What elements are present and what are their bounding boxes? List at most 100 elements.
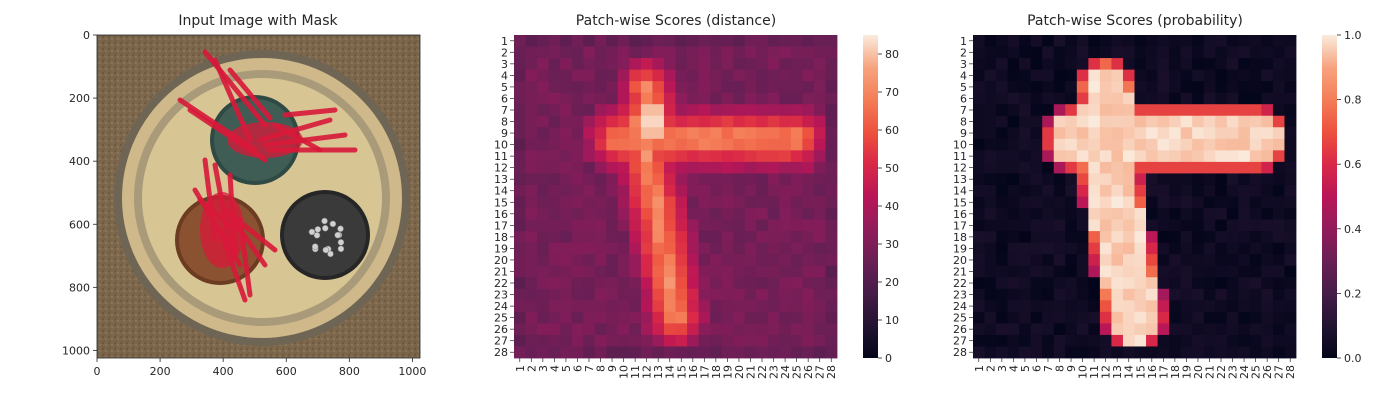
heatmap-cell [675,208,688,220]
heatmap-cell [1169,231,1182,244]
heatmap-cell [652,288,665,301]
heatmap-cell [767,138,780,151]
heatmap-cell [744,104,757,117]
probability-col-labels: 1234567891011121314151617181920212223242… [973,358,1297,379]
heatmap-cell [710,300,723,313]
col-tick-label: 23 [768,365,781,379]
heatmap-cell [663,265,676,278]
heatmap-cell [560,311,573,324]
heatmap-cell [1146,150,1158,163]
heatmap-cell [1134,173,1147,186]
heatmap-cell [756,254,769,267]
heatmap-cell [1284,184,1297,197]
col-tick-label: 22 [1215,365,1228,379]
heatmap-cell [571,58,584,71]
heatmap-cell [687,35,699,47]
heatmap-cell [744,58,757,71]
wire-strand [337,225,344,232]
heatmap-cell [1203,196,1216,209]
heatmap-cell [721,35,734,47]
heatmap-cell [733,69,746,82]
probability-heatmap [973,35,1297,359]
heatmap-cell [756,265,769,278]
heatmap-cell [813,115,826,128]
heatmap-cell [1146,127,1158,140]
heatmap-cell [514,208,526,220]
heatmap-cell [663,161,676,174]
heatmap-cell [1042,254,1055,267]
heatmap-cell [1146,173,1158,186]
heatmap-cell [594,173,607,186]
heatmap-cell [1192,138,1205,151]
heatmap-cell [571,254,584,267]
heatmap-cell [560,104,573,117]
heatmap-cell [583,58,596,71]
heatmap-cell [687,161,699,174]
heatmap-cell [790,81,803,94]
heatmap-cell [973,277,985,290]
heatmap-cell [1007,115,1020,128]
heatmap-cell [675,219,688,232]
heatmap-cell [1226,69,1239,82]
heatmap-cell [756,58,769,71]
heatmap-cell [1238,104,1251,117]
heatmap-cell [1042,311,1055,324]
heatmap-cell [1053,288,1066,301]
heatmap-cell [710,277,723,290]
heatmap-cell [973,323,985,336]
heatmap-cell [583,161,596,174]
heatmap-cell [1122,46,1135,59]
heatmap-cell [1053,69,1066,82]
heatmap-cell [1157,115,1170,128]
heatmap-cell [1122,300,1135,313]
heatmap-cell [1122,242,1135,255]
row-tick-label: 24 [953,300,967,313]
heatmap-cell [996,242,1009,255]
heatmap-cell [733,323,746,336]
heatmap-cell [1238,150,1251,163]
heatmap-cell [594,161,607,174]
heatmap-cell [560,265,573,278]
heatmap-cell [652,323,665,336]
heatmap-cell [1134,35,1147,47]
heatmap-cell [571,323,584,336]
heatmap-cell [790,138,803,151]
heatmap-cell [525,115,538,128]
heatmap-cell [571,173,584,186]
heatmap-cell [560,161,573,174]
heatmap-cell [1180,138,1193,151]
heatmap-cell [1111,127,1124,140]
heatmap-cell [640,35,653,47]
col-tick-label: 19 [1180,365,1193,379]
heatmap-cell [767,208,780,220]
heatmap-cell [1272,242,1285,255]
heatmap-cell [1019,311,1032,324]
row-tick-label: 18 [494,231,508,244]
heatmap-cell [1076,346,1089,359]
heatmap-cell [571,184,584,197]
heatmap-cell [1134,81,1147,94]
heatmap-cell [813,138,826,151]
col-tick-label: 8 [595,365,608,372]
heatmap-cell [710,35,723,47]
heatmap-cell [629,219,642,232]
heatmap-cell [802,58,815,71]
heatmap-cell [733,300,746,313]
heatmap-cell [790,173,803,186]
heatmap-cell [1065,92,1078,105]
heatmap-cell [698,254,711,267]
heatmap-cell [1238,277,1251,290]
heatmap-cell [973,208,985,220]
heatmap-cell [1146,254,1158,267]
heatmap-cell [583,196,596,209]
heatmap-cell [571,46,584,59]
heatmap-cell [537,242,550,255]
heatmap-cell [825,184,838,197]
heatmap-cell [1111,288,1124,301]
heatmap-cell [802,46,815,59]
heatmap-cell [525,346,538,359]
heatmap-cell [537,184,550,197]
heatmap-cell [1042,184,1055,197]
heatmap-cell [825,127,838,140]
heatmap-cell [629,173,642,186]
